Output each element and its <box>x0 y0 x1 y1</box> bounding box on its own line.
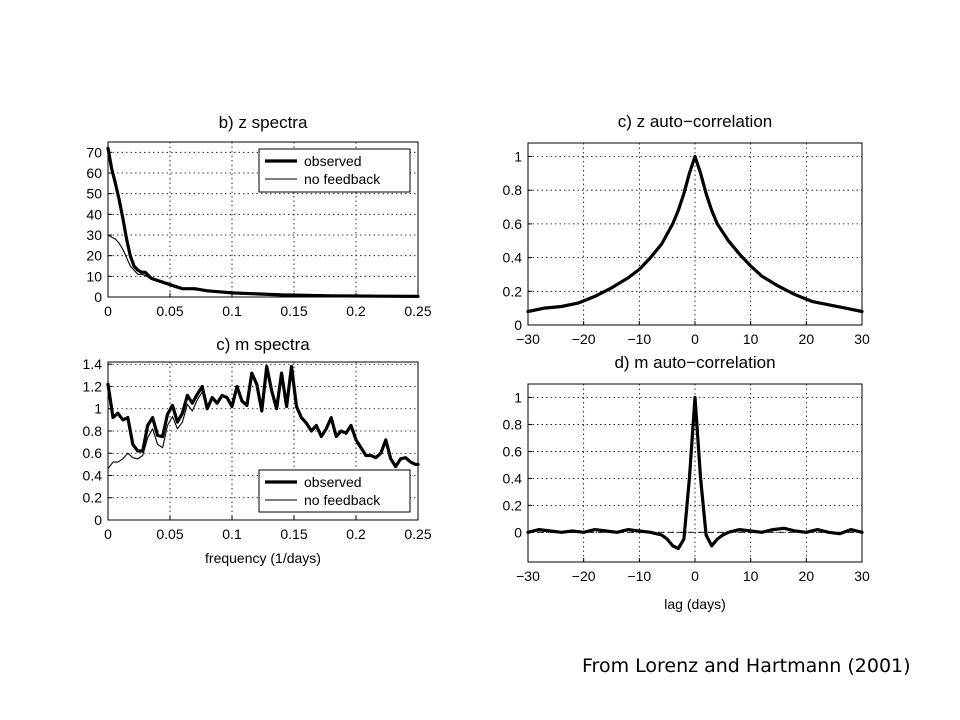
x-tick-label: 20 <box>799 331 815 347</box>
series-line-no-feedback <box>107 234 419 297</box>
legend-box <box>258 148 411 193</box>
x-tick-label: −10 <box>627 568 651 584</box>
series-line-no-feedback <box>107 391 208 470</box>
y-tick-label: 1 <box>514 148 522 164</box>
chart-b: 0 0.05 0.1 0.15 0.2 0.25 0 10 20 30 40 50 60 70 b) z s… <box>86 113 431 319</box>
chart-d: −30 −20 −10 0 10 20 30 0 0.2 0.4 0.6 0.8 1 d) m auto−… <box>503 353 870 612</box>
x-tick-label: 0.05 <box>156 526 183 542</box>
legend: observed no feedback <box>258 148 411 193</box>
x-tick-label: 0.25 <box>404 526 431 542</box>
x-tick-label: 0.1 <box>222 303 242 319</box>
legend-label: no feedback <box>304 171 381 187</box>
x-axis-label: frequency (1/days) <box>205 550 321 566</box>
y-tick-label: 70 <box>86 144 102 160</box>
y-tick-label: 60 <box>86 165 102 181</box>
x-tick-label: 0 <box>104 526 112 542</box>
x-tick-label: 0.25 <box>404 303 431 319</box>
x-tick-label: 10 <box>743 568 759 584</box>
x-tick-label: 0.2 <box>346 526 366 542</box>
series-line-main <box>526 154 864 314</box>
y-tick-label: 0 <box>514 524 522 540</box>
y-tick-label: 0.2 <box>503 283 523 299</box>
x-tick-label: −20 <box>572 331 596 347</box>
y-tick-label: 1.2 <box>83 378 103 394</box>
y-tick-label: 0.6 <box>83 445 103 461</box>
chart-title: d) m auto−correlation <box>614 353 775 372</box>
chart-title: c) m spectra <box>216 335 310 354</box>
citation-caption: From Lorenz and Hartmann (2001) <box>582 655 911 677</box>
x-tick-label: 0 <box>691 568 699 584</box>
y-tick-label: 1 <box>514 389 522 405</box>
y-tick-label: 40 <box>86 206 102 222</box>
y-tick-label: 0.4 <box>83 467 103 483</box>
x-axis-label: lag (days) <box>664 596 725 612</box>
y-tick-label: 0.8 <box>83 423 103 439</box>
legend-label: no feedback <box>304 492 381 508</box>
x-tick-label: 0.15 <box>280 526 307 542</box>
y-tick-label: 0 <box>94 512 102 528</box>
x-tick-label: 30 <box>854 331 870 347</box>
x-tick-label: 10 <box>743 331 759 347</box>
x-tick-label: −20 <box>572 568 596 584</box>
y-tick-label: 20 <box>86 248 102 264</box>
chart-c_m: 0 0.05 0.1 0.15 0.2 0.25 0 0.2 0.4 0.6 0.8 1 1.2 1.4 c… <box>83 335 432 566</box>
legend-box <box>258 469 411 513</box>
y-tick-label: 0 <box>514 317 522 333</box>
x-tick-label: 0 <box>104 303 112 319</box>
x-tick-label: −30 <box>516 331 540 347</box>
y-tick-label: 30 <box>86 227 102 243</box>
y-tick-label: 10 <box>86 268 102 284</box>
y-tick-label: 1.4 <box>83 356 103 372</box>
y-tick-label: 0.2 <box>83 490 103 506</box>
y-tick-label: 0.8 <box>503 416 523 432</box>
series-line-main <box>526 395 864 551</box>
x-tick-label: 0.15 <box>280 303 307 319</box>
x-tick-label: −10 <box>627 331 651 347</box>
x-tick-label: 0.05 <box>156 303 183 319</box>
series-line-observed <box>106 364 420 469</box>
x-tick-label: 0.1 <box>222 526 242 542</box>
x-tick-label: 20 <box>799 568 815 584</box>
y-tick-label: 0 <box>94 289 102 305</box>
y-tick-label: 0.4 <box>503 250 523 266</box>
chart-title: c) z auto−correlation <box>618 112 773 131</box>
y-tick-label: 1 <box>94 401 102 417</box>
y-tick-label: 50 <box>86 186 102 202</box>
x-tick-label: −30 <box>516 568 540 584</box>
chart-c_z: −30 −20 −10 0 10 20 30 0 0.2 0.4 0.6 0.8 1 c) z auto−… <box>503 112 870 347</box>
legend-label: observed <box>304 474 362 490</box>
y-tick-label: 0.6 <box>503 443 523 459</box>
x-tick-label: 0.2 <box>346 303 366 319</box>
chart-title: b) z spectra <box>219 113 308 132</box>
x-tick-label: 0 <box>691 331 699 347</box>
legend: observed no feedback <box>258 469 411 513</box>
y-tick-label: 0.4 <box>503 470 523 486</box>
legend-label: observed <box>304 153 362 169</box>
y-tick-label: 0.6 <box>503 216 523 232</box>
y-tick-label: 0.2 <box>503 497 523 513</box>
y-tick-label: 0.8 <box>503 182 523 198</box>
x-tick-label: 30 <box>854 568 870 584</box>
